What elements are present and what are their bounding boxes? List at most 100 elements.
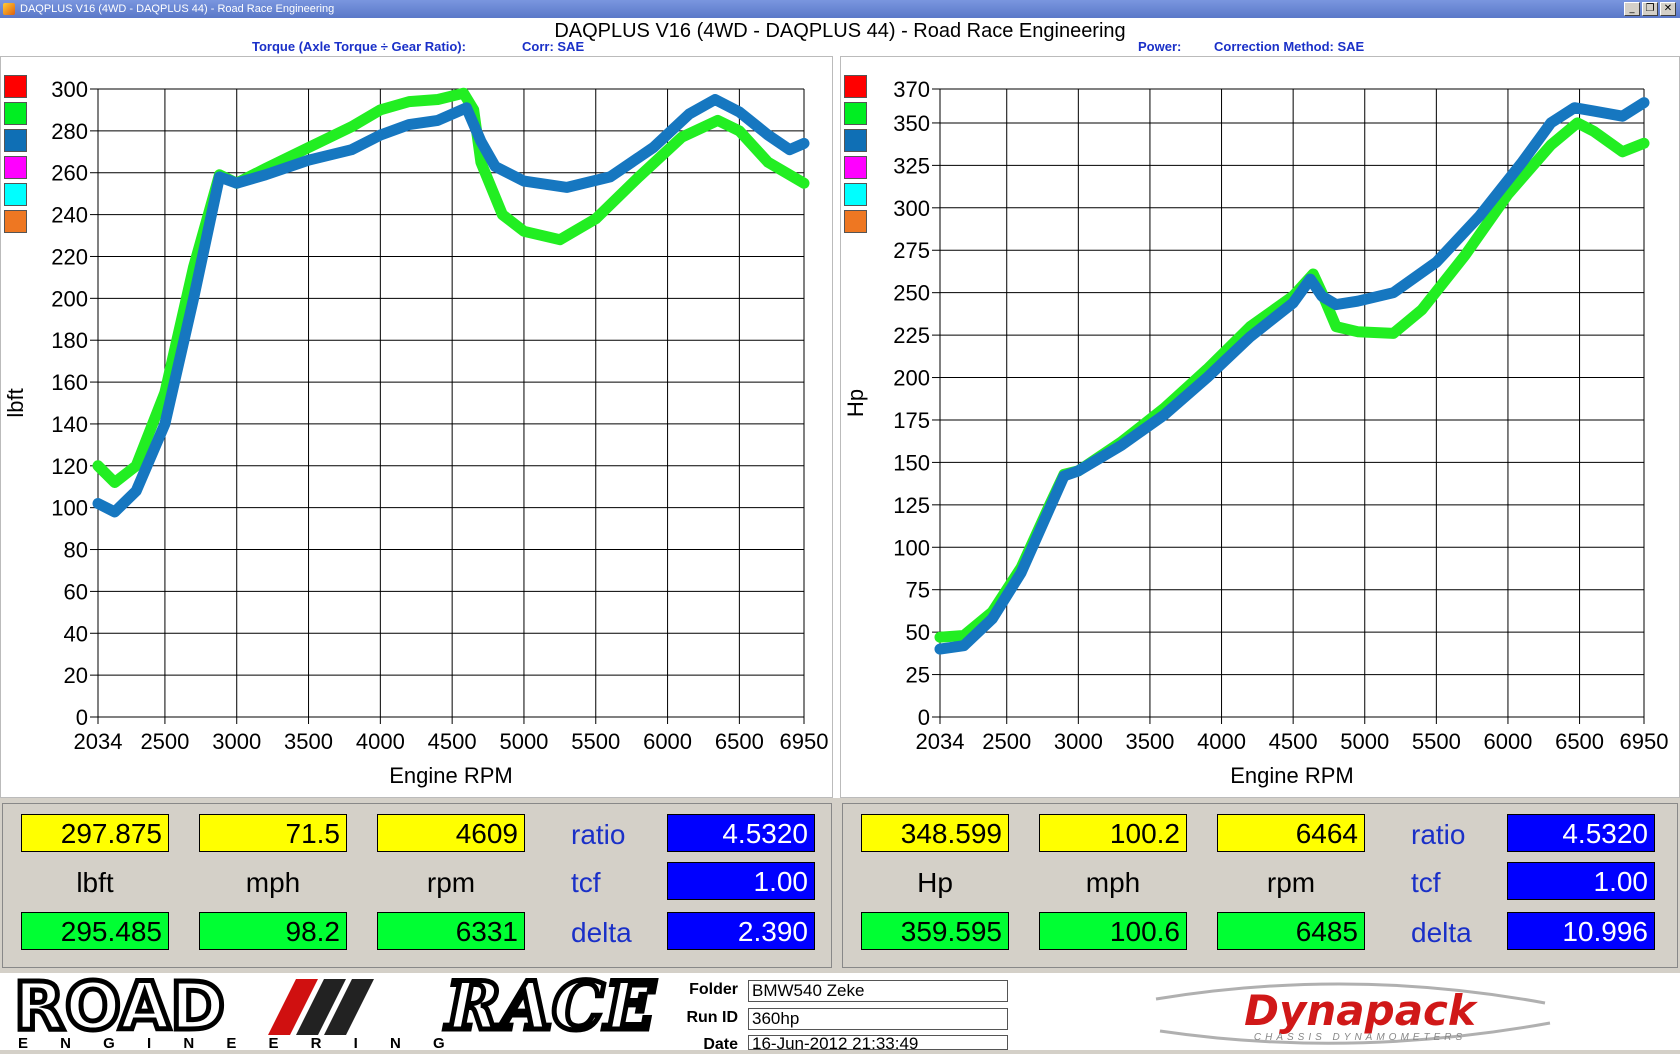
torque-correction: Corr: SAE	[522, 39, 585, 54]
torque-ytick-label-0: 0	[76, 705, 88, 730]
torque-ytick-label-9: 180	[51, 328, 88, 353]
road-race-logo: ROAD RACE E N G I N E E R I N G	[12, 973, 660, 1050]
torque-series-swatches	[4, 75, 27, 237]
date-field[interactable]: 16-Jun-2012 21:33:49	[748, 1035, 1008, 1050]
torque-xtick-label-0: 2034	[74, 729, 123, 754]
power-chart[interactable]: 2034 2500 3000 3500 4000 4500 5000 5500 6000 6500…	[841, 57, 1680, 799]
power-param-label-0: ratio	[1411, 819, 1466, 850]
power-xtick-label-6: 5000	[1340, 729, 1389, 754]
power-param-value-0: 4.5320	[1507, 814, 1655, 852]
power-unit-0: Hp	[917, 867, 953, 898]
torque-chart-panel: 2034 2500 3000 3500 4000 4500 5000 5500 6000 6500…	[0, 56, 833, 798]
torque-yellow-value-1: 71.5	[199, 814, 347, 852]
power-xlabel: Engine RPM	[1230, 763, 1354, 788]
power-ytick-label-6: 150	[893, 450, 930, 475]
logo-race-text: RACE	[444, 973, 657, 1045]
torque-xtick-label-2: 3000	[212, 729, 261, 754]
torque-xtick-label-6: 5000	[499, 729, 548, 754]
torque-yellow-value-0: 297.875	[21, 814, 169, 852]
torque-xtick-label-7: 5500	[571, 729, 620, 754]
torque-xtick-label-8: 6000	[643, 729, 692, 754]
power-ytick-label-12: 300	[893, 196, 930, 221]
power-ytick-label-5: 125	[893, 493, 930, 518]
power-correction: Correction Method: SAE	[1214, 39, 1365, 54]
power-ytick-label-0: 0	[918, 705, 930, 730]
torque-series-1	[92, 94, 810, 518]
power-swatch-1[interactable]	[844, 102, 867, 125]
power-subtitle: Power:	[1138, 39, 1182, 54]
torque-ytick-label-15: 300	[51, 77, 88, 102]
power-ylabel: Hp	[843, 389, 868, 417]
power-xtick-label-1: 2500	[982, 729, 1031, 754]
power-xtick-label-7: 5500	[1412, 729, 1461, 754]
torque-swatch-1[interactable]	[4, 102, 27, 125]
torque-ylabel: lbft	[3, 388, 28, 417]
torque-green-value-2: 6331	[377, 912, 525, 950]
power-xtick-label-4: 4000	[1197, 729, 1246, 754]
power-ytick-label-11: 275	[893, 238, 930, 263]
torque-ytick-label-11: 220	[51, 244, 88, 269]
power-series-swatches	[844, 75, 867, 237]
power-readout: 348.599 100.2 6464 Hp mph rpm 359.595 100.6 6485…	[842, 803, 1678, 968]
power-ytick-label-9: 225	[893, 323, 930, 348]
torque-swatch-2[interactable]	[4, 129, 27, 152]
torque-ytick-label-10: 200	[51, 286, 88, 311]
torque-chart[interactable]: 2034 2500 3000 3500 4000 4500 5000 5500 6000 6500…	[1, 57, 834, 799]
torque-ytick-label-14: 280	[51, 119, 88, 144]
torque-readout: 297.875 71.5 4609 lbft mph rpm 295.485 98.2 6331…	[2, 803, 832, 968]
torque-ytick-label-3: 60	[64, 579, 88, 604]
power-ytick-label-3: 75	[906, 578, 930, 603]
power-ytick-label-10: 250	[893, 281, 930, 306]
power-chart-panel: 2034 2500 3000 3500 4000 4500 5000 5500 6000 6500…	[840, 56, 1680, 798]
folder-field[interactable]: BMW540 Zeke	[748, 980, 1008, 1002]
power-green-value-1: 100.6	[1039, 912, 1187, 950]
power-swatch-4[interactable]	[844, 183, 867, 206]
torque-param-value-1: 1.00	[667, 862, 815, 900]
torque-param-label-1: tcf	[571, 867, 601, 898]
power-xtick-label-3: 3500	[1125, 729, 1174, 754]
torque-series-0	[92, 87, 810, 488]
restore-button[interactable]: ❐	[1642, 2, 1658, 16]
power-green-value-2: 6485	[1217, 912, 1365, 950]
logo-stripe-1	[268, 979, 318, 1035]
torque-swatch-0[interactable]	[4, 75, 27, 98]
logo-dynapack-text: Dynapack	[1244, 986, 1479, 1035]
torque-param-value-2: 2.390	[667, 912, 815, 950]
torque-xtick-label-1: 2500	[140, 729, 189, 754]
torque-xtick-label-9: 6500	[715, 729, 764, 754]
window-titlebar: DAQPLUS V16 (4WD - DAQPLUS 44) - Road Ra…	[0, 0, 1680, 18]
minimize-button[interactable]: _	[1624, 2, 1640, 16]
window-title: DAQPLUS V16 (4WD - DAQPLUS 44) - Road Ra…	[20, 3, 335, 15]
date-label: Date	[703, 1036, 738, 1053]
torque-ytick-label-4: 80	[64, 538, 88, 563]
torque-swatch-3[interactable]	[4, 156, 27, 179]
torque-green-value-1: 98.2	[199, 912, 347, 950]
torque-xtick-label-4: 4000	[356, 729, 405, 754]
power-xtick-label-9: 6500	[1555, 729, 1604, 754]
power-ytick-label-7: 175	[893, 408, 930, 433]
torque-ytick-label-5: 100	[51, 496, 88, 521]
power-swatch-5[interactable]	[844, 210, 867, 233]
torque-swatch-5[interactable]	[4, 210, 27, 233]
power-ytick-label-14: 350	[893, 111, 930, 136]
logo-arc-top	[1155, 982, 1546, 1005]
runid-field[interactable]: 360hp	[748, 1008, 1008, 1030]
power-swatch-2[interactable]	[844, 129, 867, 152]
torque-swatch-4[interactable]	[4, 183, 27, 206]
torque-param-label-0: ratio	[571, 819, 626, 850]
torque-ytick-label-1: 20	[64, 663, 88, 688]
dynapack-logo: Dynapack CHASSIS DYNAMOMETERS	[1155, 982, 1551, 1045]
footer: ROAD RACE E N G I N E E R I N G Folder R…	[0, 973, 1680, 1053]
power-series-0	[934, 117, 1650, 643]
power-xtick-label-2: 3000	[1054, 729, 1103, 754]
power-ytick-label-13: 325	[893, 153, 930, 178]
readout-bar: 297.875 71.5 4609 lbft mph rpm 295.485 98.2 6331…	[0, 798, 1680, 973]
power-param-value-1: 1.00	[1507, 862, 1655, 900]
power-param-value-2: 10.996	[1507, 912, 1655, 950]
power-swatch-0[interactable]	[844, 75, 867, 98]
power-swatch-3[interactable]	[844, 156, 867, 179]
power-xtick-label-5: 4500	[1269, 729, 1318, 754]
power-green-value-0: 359.595	[861, 912, 1009, 950]
torque-param-label-2: delta	[571, 917, 632, 948]
close-button[interactable]: ✕	[1660, 2, 1676, 16]
